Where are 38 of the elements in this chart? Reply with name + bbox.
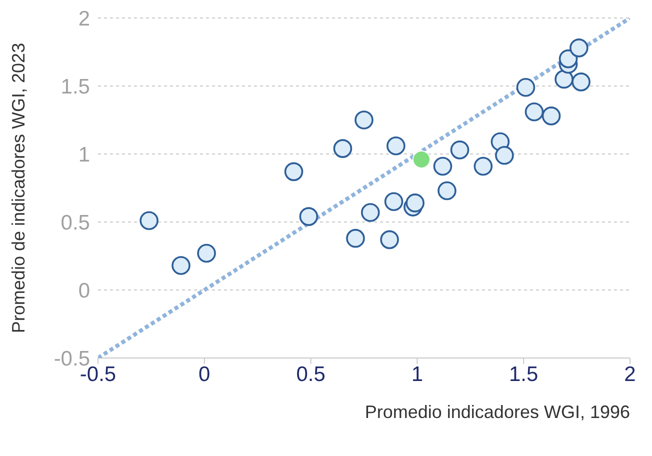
point bbox=[572, 72, 590, 92]
x-tick-label: 1.5 bbox=[509, 362, 538, 386]
point bbox=[524, 102, 544, 122]
x-axis-title: Promedio indicadores WGI, 1996 bbox=[364, 402, 630, 422]
point bbox=[412, 150, 430, 168]
point bbox=[380, 230, 399, 250]
point bbox=[438, 181, 456, 200]
x-tick-label: 1 bbox=[411, 362, 424, 386]
point bbox=[333, 139, 352, 158]
point bbox=[450, 140, 470, 160]
y-tick-label: 1.5 bbox=[60, 75, 90, 98]
x-tick-label: 0.5 bbox=[296, 362, 326, 386]
point bbox=[172, 256, 190, 275]
point bbox=[386, 136, 406, 156]
point bbox=[474, 156, 493, 176]
point bbox=[384, 192, 404, 211]
point bbox=[558, 49, 578, 68]
point bbox=[354, 110, 374, 130]
y-tick-label: 0.5 bbox=[60, 211, 90, 234]
x-tick-label: 0 bbox=[198, 362, 210, 386]
point bbox=[570, 38, 588, 58]
point bbox=[140, 211, 158, 230]
point bbox=[197, 244, 216, 263]
y-tick-label: 2 bbox=[78, 7, 90, 30]
point bbox=[284, 162, 304, 182]
y-tick-label: 1 bbox=[78, 143, 90, 166]
y-axis-title: Promedio de indicadores WGI, 2023 bbox=[8, 42, 28, 334]
point bbox=[495, 146, 514, 165]
point bbox=[406, 194, 424, 212]
point bbox=[554, 70, 574, 89]
point bbox=[360, 203, 380, 222]
point bbox=[542, 106, 561, 126]
x-tick-label: 2 bbox=[624, 362, 636, 386]
point bbox=[433, 156, 452, 176]
point bbox=[516, 78, 536, 97]
point bbox=[346, 228, 365, 248]
point bbox=[299, 207, 318, 226]
y-tick-label: 0 bbox=[78, 279, 90, 302]
